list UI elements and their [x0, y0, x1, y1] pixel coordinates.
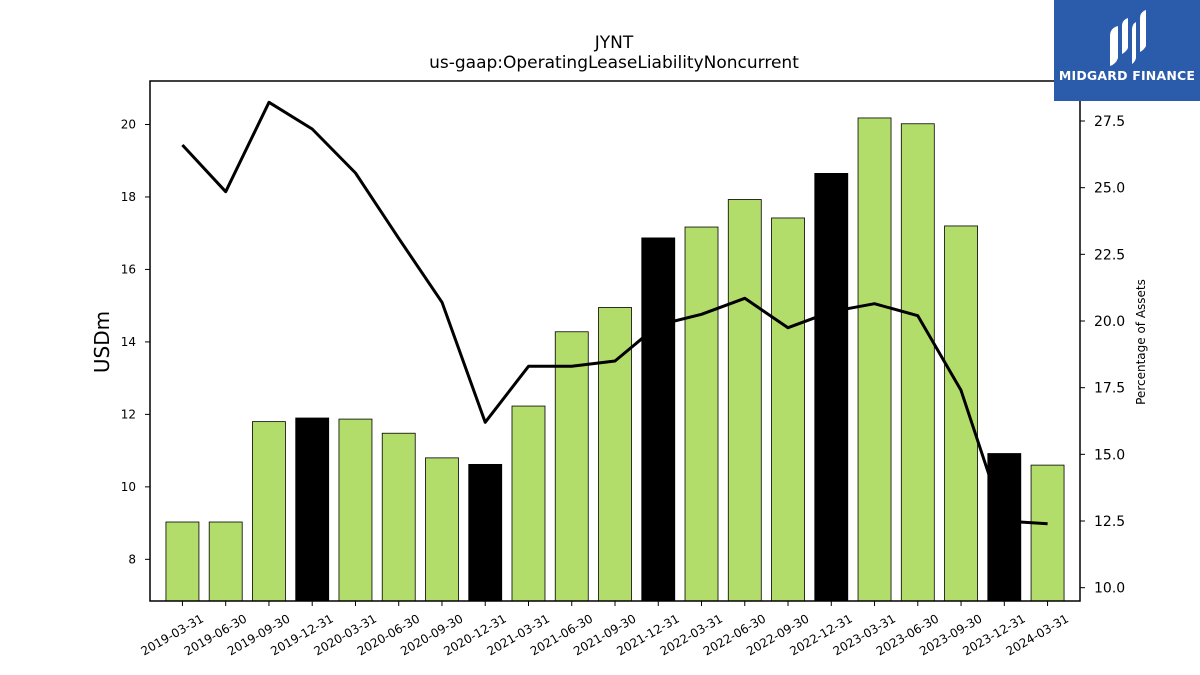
bar — [987, 453, 1022, 602]
line-layer — [181, 100, 1048, 526]
bar — [165, 521, 200, 602]
chart-subtitle: us-gaap:OperatingLeaseLiabilityNoncurren… — [429, 53, 799, 73]
y-tick-label: 16 — [121, 262, 136, 276]
bar — [381, 432, 416, 602]
y-tick-label: 12 — [121, 407, 136, 421]
bar — [641, 237, 676, 602]
bar — [338, 418, 373, 602]
y2-tick-label: 12.5 — [1094, 514, 1125, 530]
bars-layer — [165, 117, 1065, 602]
bar — [208, 521, 243, 602]
logo-text: MIDGARD FINANCE — [1058, 68, 1196, 83]
logo-mark-icon — [1110, 10, 1146, 66]
bar — [900, 123, 935, 602]
chart-title: JYNT — [594, 33, 634, 53]
y2-tick-label: 17.5 — [1094, 381, 1125, 397]
brand-logo: MIDGARD FINANCE — [1054, 0, 1200, 101]
y2-tick-label: 20.0 — [1094, 314, 1125, 330]
y-tick-label: 8 — [128, 552, 136, 566]
bar — [771, 217, 805, 602]
y-tick-label: 10 — [121, 480, 136, 494]
bar — [814, 173, 849, 602]
y2-tick-label: 27.5 — [1094, 114, 1125, 130]
y2-tick-label: 25.0 — [1094, 181, 1125, 197]
y-axis-label: USDm — [90, 311, 114, 373]
bar — [944, 225, 978, 602]
y2-axis-label: Percentage of Assets — [1134, 279, 1148, 405]
bar — [252, 421, 286, 602]
y-tick-label: 14 — [121, 335, 136, 349]
y2-tick-label: 10.0 — [1094, 581, 1125, 597]
y-tick-label: 18 — [121, 190, 136, 204]
bar — [598, 307, 632, 602]
bar — [295, 417, 330, 602]
bar — [857, 117, 892, 602]
bar — [1030, 464, 1065, 602]
bar — [684, 226, 719, 602]
y2-tick-label: 22.5 — [1094, 247, 1125, 263]
bar — [425, 457, 459, 602]
bar — [511, 405, 546, 602]
bar — [727, 199, 762, 602]
y2-tick-label: 15.0 — [1094, 447, 1125, 463]
bar — [468, 463, 503, 602]
y-tick-label: 20 — [121, 117, 136, 131]
series-line — [181, 100, 1048, 526]
bar — [554, 331, 589, 602]
